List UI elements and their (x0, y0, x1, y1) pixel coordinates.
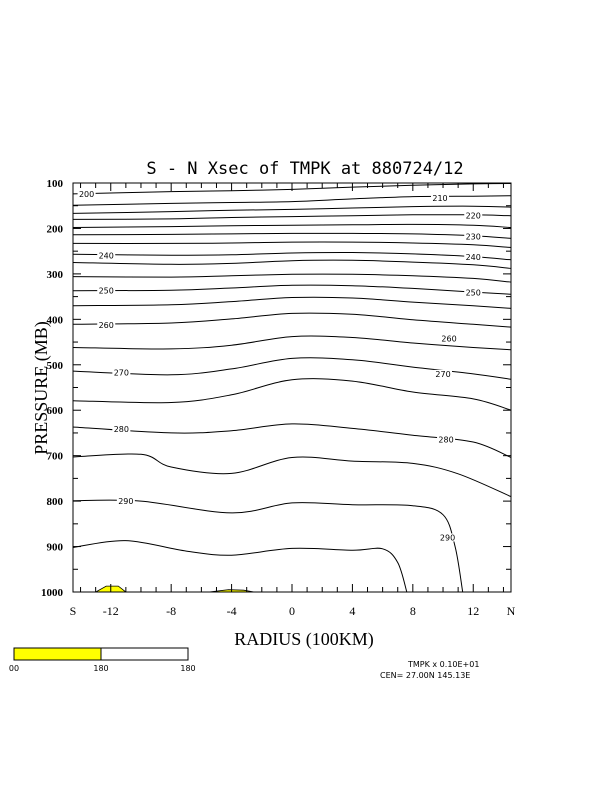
isotherm-line-15 (72, 378, 512, 411)
isotherm-240 (72, 251, 512, 261)
isotherm-line-9 (72, 273, 512, 283)
isotherm-220 (72, 214, 512, 220)
contour-label: 260 (441, 334, 456, 343)
contour-labels: 200 210 220 230 240 240 250 250 260 260 270 270 280 2… (77, 189, 483, 542)
contour-label-bg-8 (97, 320, 116, 329)
contour-label: 260 (99, 321, 114, 330)
contour-label: 290 (440, 533, 455, 542)
contour-label-bg-1 (431, 193, 450, 202)
contour-label: 200 (79, 190, 94, 199)
contour-label: 280 (114, 425, 129, 434)
isotherm-250 (72, 284, 512, 295)
isotherm-210 (72, 195, 512, 206)
colorbar-label-0: 00 (9, 664, 19, 673)
footer-center-text: CEN= 27.00N 145.13E (380, 671, 470, 680)
contour-label: 290 (118, 497, 133, 506)
isotherm-230 (72, 232, 512, 239)
isotherm-270 (72, 357, 512, 380)
colorbar-swatch-yellow (13, 647, 102, 661)
isotherm-line-2 (72, 205, 512, 214)
y-tick-label: 600 (47, 405, 64, 417)
x-tick-label: N (507, 604, 516, 618)
isotherm-line-11 (72, 296, 512, 309)
isotherm-line-4 (72, 223, 512, 228)
isotherm-260 (72, 312, 512, 328)
y-tick-label: 400 (47, 314, 64, 326)
plot-area: 200 210 220 230 240 240 250 250 260 260 270 270 280 2… (72, 182, 512, 593)
contour-label-bg-4 (97, 251, 116, 260)
shaded-regions (94, 585, 255, 593)
contour-label-bg-0 (77, 189, 96, 198)
y-tick-label: 300 (47, 269, 64, 281)
isotherm-lines (72, 183, 512, 593)
isotherm-290 (72, 499, 464, 593)
y-tick-label: 1000 (41, 587, 64, 599)
x-tick-label: 12 (467, 604, 479, 618)
contour-label: 270 (114, 369, 129, 378)
contour-label: 220 (466, 212, 481, 221)
y-tick-label: 900 (47, 542, 64, 554)
contour-label-bg-3 (464, 232, 483, 241)
y-tick-label: 800 (47, 496, 64, 508)
contour-label-bg-10 (112, 368, 131, 377)
plot-frame (72, 182, 512, 593)
contour-label-bg-13 (437, 435, 456, 444)
contour-label-bg-2 (464, 211, 483, 220)
y-tick-label: 100 (47, 178, 64, 190)
isotherm-line-17 (72, 453, 512, 498)
contour-label: 250 (99, 287, 114, 296)
y-axis-tick-labels: 100 200 300 400 500 600 700 800 900 1000 (41, 178, 64, 599)
contour-label: 230 (466, 233, 481, 242)
y-tick-label: 500 (47, 360, 64, 372)
colorbar-swatch-white (100, 647, 189, 661)
contour-label: 280 (438, 435, 453, 444)
colorbar-label-2: 180 (180, 664, 195, 673)
isotherm-line-8 (72, 259, 512, 269)
x-tick-label: 4 (349, 604, 355, 618)
x-tick-label: 0 (289, 604, 295, 618)
contour-label-bg-14 (116, 497, 135, 506)
colorbar: 00 180 180 (9, 647, 196, 673)
contour-label-bg-11 (434, 369, 453, 378)
x-tick-label: S (70, 604, 77, 618)
isotherm-280 (72, 423, 512, 458)
isotherm-200 (72, 183, 512, 195)
y-axis-label: PRESSURE (MB) (31, 321, 52, 455)
contour-label-bg-15 (438, 533, 457, 542)
footer-scale-text: TMPK x 0.10E+01 (407, 660, 479, 669)
contour-label: 250 (466, 289, 481, 298)
y-tick-label: 200 (47, 223, 64, 235)
x-tick-label: -4 (227, 604, 237, 618)
contour-label: 270 (435, 370, 450, 379)
contour-label-bg-9 (440, 334, 459, 343)
isotherm-line-6 (72, 241, 512, 248)
contour-label-bg-7 (464, 288, 483, 297)
axis-ticks (73, 182, 511, 593)
contour-label: 210 (432, 194, 447, 203)
x-tick-label: -12 (103, 604, 119, 618)
contour-label-bg-6 (97, 286, 116, 295)
x-axis-tick-labels: S -12 -8 -4 0 4 8 12 N (70, 604, 516, 618)
contour-label: 240 (99, 251, 114, 260)
colorbar-label-1: 180 (93, 664, 108, 673)
y-tick-label: 700 (47, 451, 64, 463)
contour-label-bg-5 (464, 253, 483, 262)
x-tick-label: -8 (166, 604, 176, 618)
x-tick-label: 8 (410, 604, 416, 618)
chart-title: S - N Xsec of TMPK at 880724/12 (146, 159, 463, 179)
isotherm-line-19 (72, 540, 408, 593)
x-axis-label: RADIUS (100KM) (234, 629, 374, 650)
isotherm-line-13 (72, 335, 512, 351)
contour-label: 240 (466, 253, 481, 262)
contour-label-bg-12 (112, 424, 131, 433)
